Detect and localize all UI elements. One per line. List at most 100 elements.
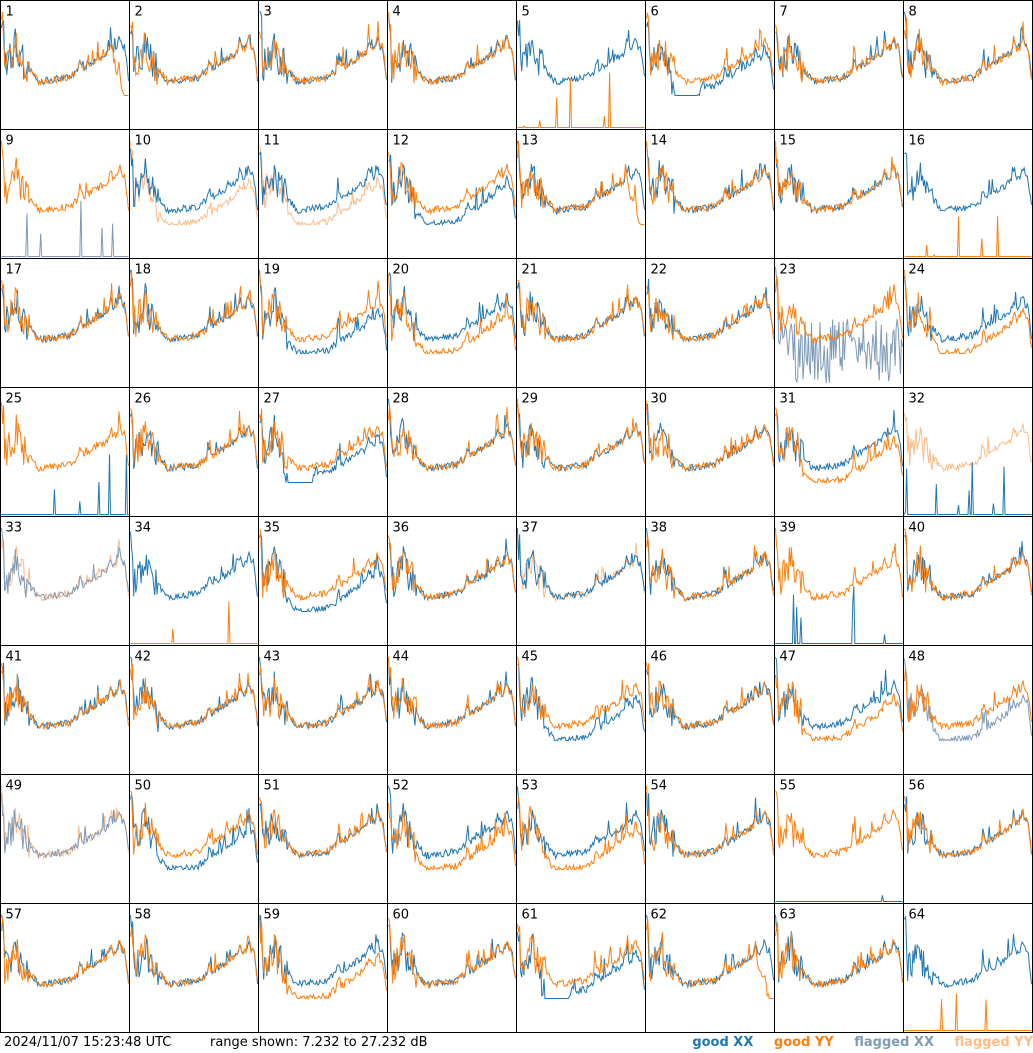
series-yy-12	[388, 152, 516, 216]
tile-61: 61	[516, 903, 646, 1033]
series-yy-23	[775, 275, 903, 344]
tile-25: 25	[0, 387, 130, 517]
tile-19: 19	[258, 258, 388, 388]
series-yy-54	[646, 785, 774, 859]
series-xx-11	[259, 151, 387, 215]
series-yy-61	[517, 924, 645, 989]
tile-frame	[645, 129, 775, 259]
tile-48: 48	[903, 645, 1033, 775]
tile-27: 27	[258, 387, 388, 517]
series-xx-3	[259, 11, 387, 86]
series-xx-36	[388, 538, 516, 601]
series-xx-12	[388, 154, 516, 226]
legend-good-xx: good XX	[692, 1035, 754, 1050]
tile-frame	[129, 129, 259, 259]
tile-33: 33	[0, 516, 130, 646]
tile-number: 4	[393, 5, 401, 20]
series-xx-6	[646, 22, 774, 97]
tile-41: 41	[0, 645, 130, 775]
tile-number: 42	[135, 650, 152, 665]
tile-14: 14	[645, 129, 775, 259]
series-yy-11	[259, 146, 387, 226]
series-yy-22	[646, 286, 774, 343]
series-yy-31	[775, 407, 903, 485]
tile-51: 51	[258, 774, 388, 904]
tile-number: 7	[780, 5, 788, 20]
tile-frame	[258, 516, 388, 646]
tile-number: 30	[651, 392, 668, 407]
tile-frame	[129, 0, 259, 130]
series-yy-3	[259, 20, 387, 86]
tile-1: 1	[0, 0, 130, 130]
tile-23: 23	[774, 258, 904, 388]
series-xx-51	[259, 802, 387, 859]
tile-12: 12	[387, 129, 517, 259]
tile-18: 18	[129, 258, 259, 388]
series-yy-2	[130, 21, 258, 85]
series-xx-30	[646, 403, 774, 472]
tile-number: 27	[264, 392, 281, 407]
series-xx-47	[775, 656, 903, 731]
series-yy-42	[130, 663, 258, 730]
legend-flagged-xx: flagged XX	[854, 1035, 934, 1050]
tile-number: 40	[909, 521, 926, 536]
tile-number: 3	[264, 5, 272, 20]
series-yy-18	[130, 269, 258, 342]
tile-17: 17	[0, 258, 130, 388]
series-yy-56	[904, 796, 1032, 859]
series-yy-43	[259, 666, 387, 729]
tile-number: 28	[393, 392, 410, 407]
series-xx-57	[1, 914, 129, 989]
series-xx-10	[130, 148, 258, 215]
tile-38: 38	[645, 516, 775, 646]
tile-43: 43	[258, 645, 388, 775]
tile-16: 16	[903, 129, 1033, 259]
series-xx-38	[646, 527, 774, 602]
series-yy-47	[775, 675, 903, 743]
series-xx-31	[775, 409, 903, 472]
tile-55: 55	[774, 774, 904, 904]
series-xx-50	[130, 794, 258, 872]
tile-number: 29	[522, 392, 539, 407]
timestamp: 2024/11/07 15:23:48 UTC	[4, 1035, 172, 1050]
tile-frame	[129, 387, 259, 517]
tile-21: 21	[516, 258, 646, 388]
tile-29: 29	[516, 387, 646, 517]
series-yy-58	[130, 926, 258, 987]
tile-number: 52	[393, 779, 410, 794]
series-yy-40	[904, 528, 1032, 602]
series-xx-19	[259, 269, 387, 355]
series-xx-41	[1, 662, 129, 730]
tile-number: 44	[393, 650, 410, 665]
tile-9: 9	[0, 129, 130, 259]
tile-number: 61	[522, 908, 539, 923]
tile-frame	[387, 645, 517, 775]
tile-number: 26	[135, 392, 152, 407]
tile-number: 6	[651, 5, 659, 20]
series-yy-17	[1, 280, 129, 343]
tile-number: 63	[780, 908, 797, 923]
series-yy-45	[517, 656, 645, 731]
tile-frame	[645, 387, 775, 517]
tile-number: 32	[909, 392, 926, 407]
tile-frame	[0, 774, 130, 904]
tile-8: 8	[903, 0, 1033, 130]
series-yy-44	[388, 656, 516, 730]
series-yy-8	[904, 17, 1032, 87]
tile-36: 36	[387, 516, 517, 646]
tile-frame	[258, 387, 388, 517]
tile-number: 62	[651, 908, 668, 923]
tile-frame	[387, 516, 517, 646]
tile-frame	[903, 645, 1033, 775]
tile-number: 8	[909, 5, 917, 20]
tile-number: 9	[6, 134, 14, 149]
series-yy-50	[130, 790, 258, 859]
tile-47: 47	[774, 645, 904, 775]
series-yy-19	[259, 269, 387, 343]
series-xx-26	[130, 412, 258, 473]
tile-7: 7	[774, 0, 904, 130]
tile-4: 4	[387, 0, 517, 130]
tile-11: 11	[258, 129, 388, 259]
tile-32: 32	[903, 387, 1033, 517]
tile-number: 5	[522, 5, 530, 20]
